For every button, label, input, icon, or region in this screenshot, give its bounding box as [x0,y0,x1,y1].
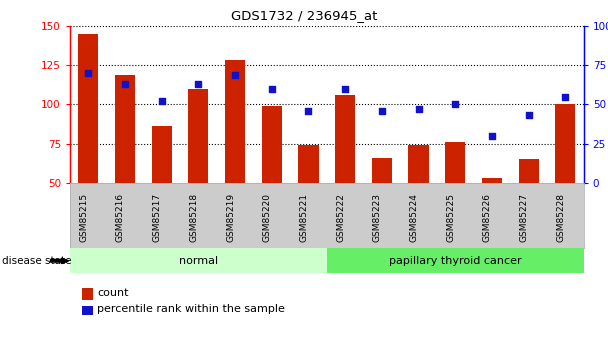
Text: papillary thyroid cancer: papillary thyroid cancer [389,256,522,266]
Point [303,108,313,114]
Point [230,72,240,77]
Text: GSM85215: GSM85215 [79,193,88,242]
Text: GSM85224: GSM85224 [410,193,418,242]
Text: GSM85226: GSM85226 [483,193,492,242]
Bar [261,106,282,183]
Text: GSM85219: GSM85219 [226,193,235,242]
Text: GSM85218: GSM85218 [189,193,198,242]
Text: GSM85216: GSM85216 [116,193,125,242]
Text: GSM85222: GSM85222 [336,193,345,242]
Bar [482,178,502,183]
Bar [555,104,575,183]
Bar [335,95,355,183]
Bar [519,159,539,183]
Point [157,98,167,104]
Bar [188,89,209,183]
Point [83,70,93,76]
Point [193,81,203,87]
Point [267,86,277,91]
Bar [409,145,429,183]
Bar [115,75,135,183]
Bar [371,158,392,183]
Text: GSM85223: GSM85223 [373,193,382,242]
Point [523,112,533,118]
Text: GSM85225: GSM85225 [446,193,455,242]
Text: GSM85228: GSM85228 [556,193,565,242]
Text: GSM85217: GSM85217 [153,193,162,242]
Point [561,94,570,99]
Text: GDS1732 / 236945_at: GDS1732 / 236945_at [231,9,377,22]
Bar [445,142,465,183]
Text: GSM85221: GSM85221 [300,193,308,242]
Text: count: count [97,288,129,298]
Point [120,81,130,87]
Point [451,101,460,107]
Bar [78,34,98,183]
Text: percentile rank within the sample: percentile rank within the sample [97,305,285,314]
Text: normal: normal [179,256,218,266]
Point [487,133,497,139]
Point [413,106,423,112]
Bar [151,126,171,183]
Bar [299,145,319,183]
Text: GSM85227: GSM85227 [520,193,528,242]
Bar [225,60,245,183]
Text: disease state: disease state [2,256,71,266]
Text: GSM85220: GSM85220 [263,193,272,242]
Point [377,108,387,114]
Point [340,86,350,91]
